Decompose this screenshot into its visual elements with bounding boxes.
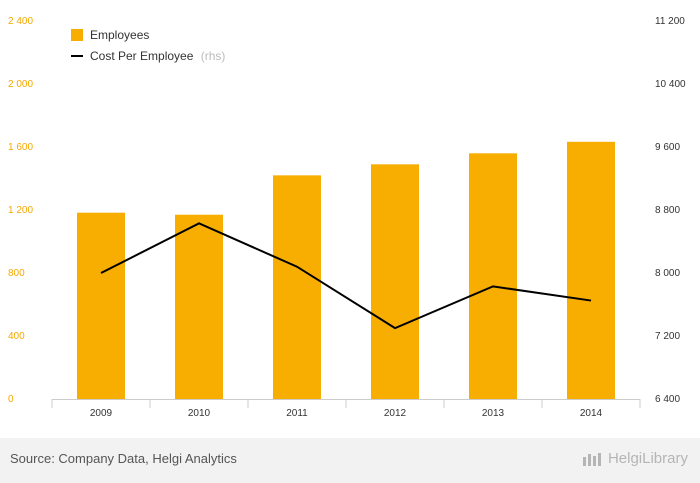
brand-name: HelgiLibrary (607, 450, 688, 467)
x-tick-label: 2011 (286, 408, 308, 419)
chart: 0 400 800 1 200 1 600 2 000 2 400 6 400 7 200 8 … (8, 16, 686, 419)
left-axis: 0 400 800 1 200 1 600 2 000 2 400 (8, 16, 33, 405)
x-tick-label: 2009 (90, 408, 113, 419)
legend-label-cost-note: (rhs) (201, 49, 226, 63)
bar (567, 141, 615, 400)
library-icon (582, 452, 601, 466)
legend-label-cost: Cost Per Employee (rhs) (90, 49, 225, 63)
left-tick-label: 1 200 (8, 205, 33, 216)
x-tick-label: 2013 (482, 408, 505, 419)
x-axis: 2009 2010 2011 2012 2013 2014 (51, 399, 641, 419)
left-tick-label: 800 (8, 268, 25, 279)
left-tick-label: 400 (8, 331, 25, 342)
right-axis: 6 400 7 200 8 000 8 800 9 600 10 400 11 200 (655, 16, 686, 405)
bar (77, 212, 125, 399)
x-tick-label: 2014 (580, 408, 603, 419)
brand-logo: HelgiLibrary (582, 450, 688, 467)
right-tick-label: 9 600 (655, 142, 680, 153)
left-tick-label: 2 000 (8, 79, 33, 90)
left-tick-label: 1 600 (8, 142, 33, 153)
right-tick-label: 8 000 (655, 268, 680, 279)
x-tick-label: 2010 (188, 408, 211, 419)
bar (371, 164, 419, 399)
legend-swatch-employees (71, 29, 83, 41)
source-text: Source: Company Data, Helgi Analytics (10, 451, 237, 466)
bar (175, 214, 223, 399)
legend: Employees Cost Per Employee (rhs) (71, 28, 225, 63)
left-tick-label: 2 400 (8, 16, 33, 27)
legend-label-employees: Employees (90, 28, 149, 42)
line-series (100, 222, 592, 330)
bar-series (77, 141, 615, 400)
right-tick-label: 8 800 (655, 205, 680, 216)
legend-label-cost-name: Cost Per Employee (90, 49, 194, 63)
bar (469, 153, 517, 399)
bar (273, 175, 321, 399)
right-tick-label: 7 200 (655, 331, 680, 342)
right-tick-label: 10 400 (655, 79, 686, 90)
footer: Source: Company Data, Helgi Analytics He… (0, 438, 700, 483)
right-tick-label: 6 400 (655, 394, 680, 405)
left-tick-label: 0 (8, 394, 14, 405)
x-tick-label: 2012 (384, 408, 407, 419)
right-tick-label: 11 200 (655, 16, 685, 27)
